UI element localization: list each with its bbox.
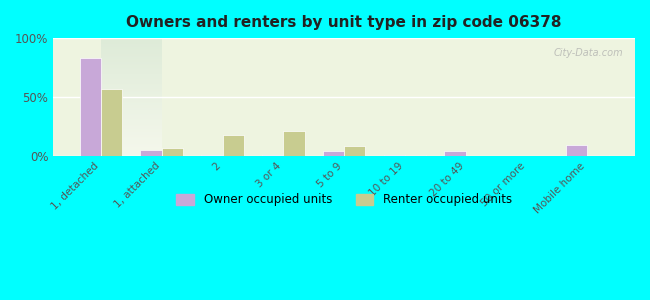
Title: Owners and renters by unit type in zip code 06378: Owners and renters by unit type in zip c… [126, 15, 562, 30]
Bar [262, 155, 283, 156]
Bar [162, 148, 183, 156]
Bar [566, 145, 588, 156]
Bar [140, 150, 162, 156]
Bar [405, 154, 426, 156]
Bar [588, 154, 608, 156]
Bar [384, 155, 405, 156]
Text: City-Data.com: City-Data.com [554, 47, 623, 58]
Legend: Owner occupied units, Renter occupied units: Owner occupied units, Renter occupied un… [172, 189, 517, 211]
Bar [80, 58, 101, 156]
Bar [222, 135, 244, 156]
Bar [344, 146, 365, 156]
Bar [283, 131, 305, 156]
Bar [202, 155, 222, 156]
Bar [323, 151, 344, 156]
Bar [445, 151, 465, 156]
Bar [101, 89, 122, 156]
